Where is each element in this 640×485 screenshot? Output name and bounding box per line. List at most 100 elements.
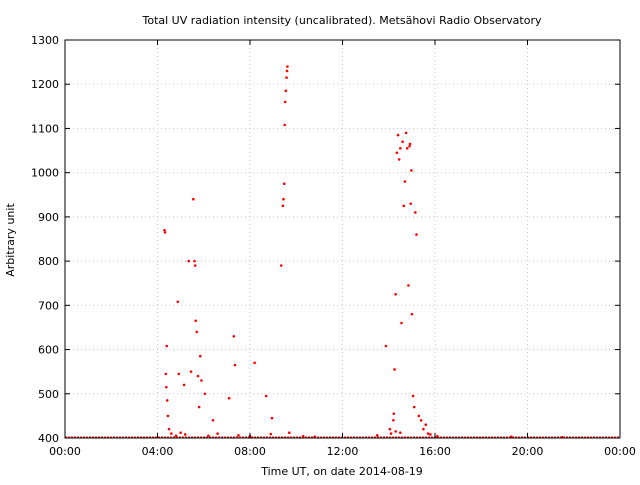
data-point xyxy=(170,432,173,435)
data-point xyxy=(392,419,395,422)
data-point xyxy=(409,202,413,205)
plot-frame xyxy=(64,39,621,439)
data-point xyxy=(285,69,289,73)
x-tick-label: 12:00 xyxy=(327,445,359,458)
data-point xyxy=(163,231,167,234)
data-point xyxy=(313,435,317,438)
data-point xyxy=(165,399,169,402)
data-point xyxy=(203,392,207,396)
data-point xyxy=(176,300,180,304)
data-point xyxy=(196,374,200,378)
data-point xyxy=(166,414,170,418)
data-point xyxy=(399,431,402,434)
data-point xyxy=(405,147,409,150)
data-point xyxy=(410,312,414,316)
data-point xyxy=(197,405,201,409)
data-point xyxy=(195,330,199,334)
data-point xyxy=(394,292,397,296)
data-point xyxy=(269,432,273,436)
data-point xyxy=(411,394,415,398)
data-point xyxy=(253,361,256,365)
data-point xyxy=(279,264,283,267)
data-point xyxy=(429,433,432,436)
data-point xyxy=(389,432,393,435)
data-point xyxy=(393,368,396,371)
data-point xyxy=(402,204,406,208)
y-tick-label: 1200 xyxy=(31,78,59,91)
y-tick-label: 1300 xyxy=(31,34,59,47)
data-point xyxy=(207,434,210,438)
data-point xyxy=(187,259,191,263)
y-axis-label: Arbitrary unit xyxy=(4,203,17,277)
data-point xyxy=(384,344,388,348)
data-point xyxy=(281,204,285,208)
data-point xyxy=(182,383,186,387)
data-point xyxy=(183,433,187,436)
data-point xyxy=(396,133,400,137)
data-point xyxy=(282,182,286,186)
data-point xyxy=(301,434,305,438)
data-point xyxy=(232,334,236,338)
data-point xyxy=(407,284,410,287)
data-point xyxy=(164,385,168,389)
data-point xyxy=(392,412,396,415)
data-point xyxy=(200,379,203,382)
data-point xyxy=(436,434,439,438)
data-point xyxy=(286,65,289,68)
data-point xyxy=(404,131,408,135)
data-point xyxy=(415,233,418,236)
data-point xyxy=(412,405,416,409)
data-point xyxy=(397,158,401,161)
data-point xyxy=(410,169,413,172)
data-point xyxy=(414,211,417,214)
data-point xyxy=(394,430,397,433)
data-point xyxy=(282,197,285,201)
data-point xyxy=(164,372,168,376)
data-point xyxy=(426,432,430,435)
y-tick-label: 500 xyxy=(38,388,59,401)
x-tick-label: 00:00 xyxy=(604,445,636,458)
x-tick-label: 00:00 xyxy=(49,445,81,458)
y-tick-label: 400 xyxy=(38,432,59,445)
grid-layer xyxy=(65,40,620,438)
x-tick-label: 20:00 xyxy=(512,445,544,458)
data-point xyxy=(419,419,423,422)
data-point xyxy=(194,319,197,323)
y-tick-label: 1100 xyxy=(31,122,59,135)
data-point xyxy=(424,423,428,427)
data-point xyxy=(270,416,274,420)
data-point xyxy=(163,228,166,232)
x-axis-label: Time UT, on date 2014-08-19 xyxy=(260,465,423,478)
data-point xyxy=(401,140,404,144)
data-point xyxy=(388,427,392,431)
data-point xyxy=(284,89,288,93)
data-point xyxy=(227,396,231,400)
data-point xyxy=(403,180,407,183)
data-point xyxy=(165,344,169,348)
data-point xyxy=(400,321,403,325)
data-point xyxy=(177,372,181,376)
x-tick-label: 04:00 xyxy=(142,445,174,458)
y-tick-label: 600 xyxy=(38,344,59,357)
data-point xyxy=(192,197,195,201)
data-point xyxy=(417,414,421,418)
data-point xyxy=(288,431,291,434)
y-tick-label: 1000 xyxy=(31,167,59,180)
data-point xyxy=(193,264,197,267)
data-point xyxy=(189,370,193,373)
data-point xyxy=(285,76,288,79)
data-point xyxy=(167,427,171,431)
data-point xyxy=(264,394,268,398)
y-tick-label: 900 xyxy=(38,211,59,224)
data-point xyxy=(233,363,237,367)
chart-title: Total UV radiation intensity (uncalibrat… xyxy=(142,14,542,27)
data-point xyxy=(193,259,196,263)
x-tick-label: 16:00 xyxy=(419,445,451,458)
data-point xyxy=(283,100,287,104)
tick-layer xyxy=(64,39,621,439)
data-point xyxy=(237,434,240,437)
data-point xyxy=(422,427,425,431)
data-point xyxy=(395,151,399,155)
